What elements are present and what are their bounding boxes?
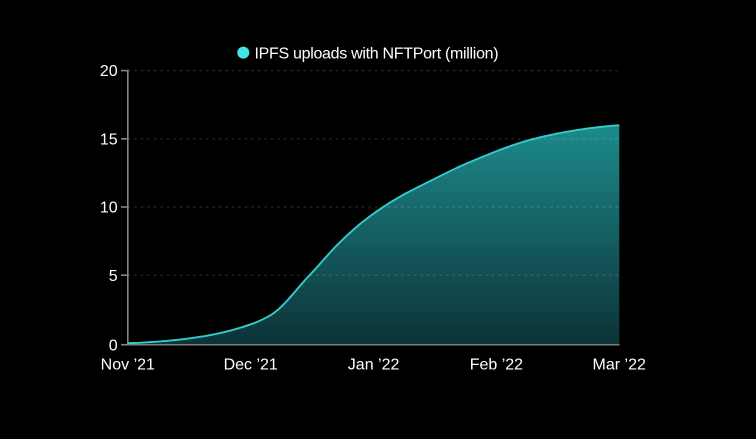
svg-text:Jan ’22: Jan ’22 <box>348 357 400 374</box>
svg-text:Mar ’22: Mar ’22 <box>593 357 646 374</box>
svg-text:15: 15 <box>100 131 118 148</box>
svg-text:10: 10 <box>100 200 118 217</box>
svg-text:Nov ’21: Nov ’21 <box>101 357 155 374</box>
svg-text:IPFS uploads with NFTPort (mil: IPFS uploads with NFTPort (million) <box>255 45 499 62</box>
svg-text:5: 5 <box>109 268 118 285</box>
svg-text:0: 0 <box>109 337 118 354</box>
svg-text:20: 20 <box>100 63 118 80</box>
svg-text:Feb ’22: Feb ’22 <box>470 357 523 374</box>
svg-text:Dec ’21: Dec ’21 <box>224 357 278 374</box>
